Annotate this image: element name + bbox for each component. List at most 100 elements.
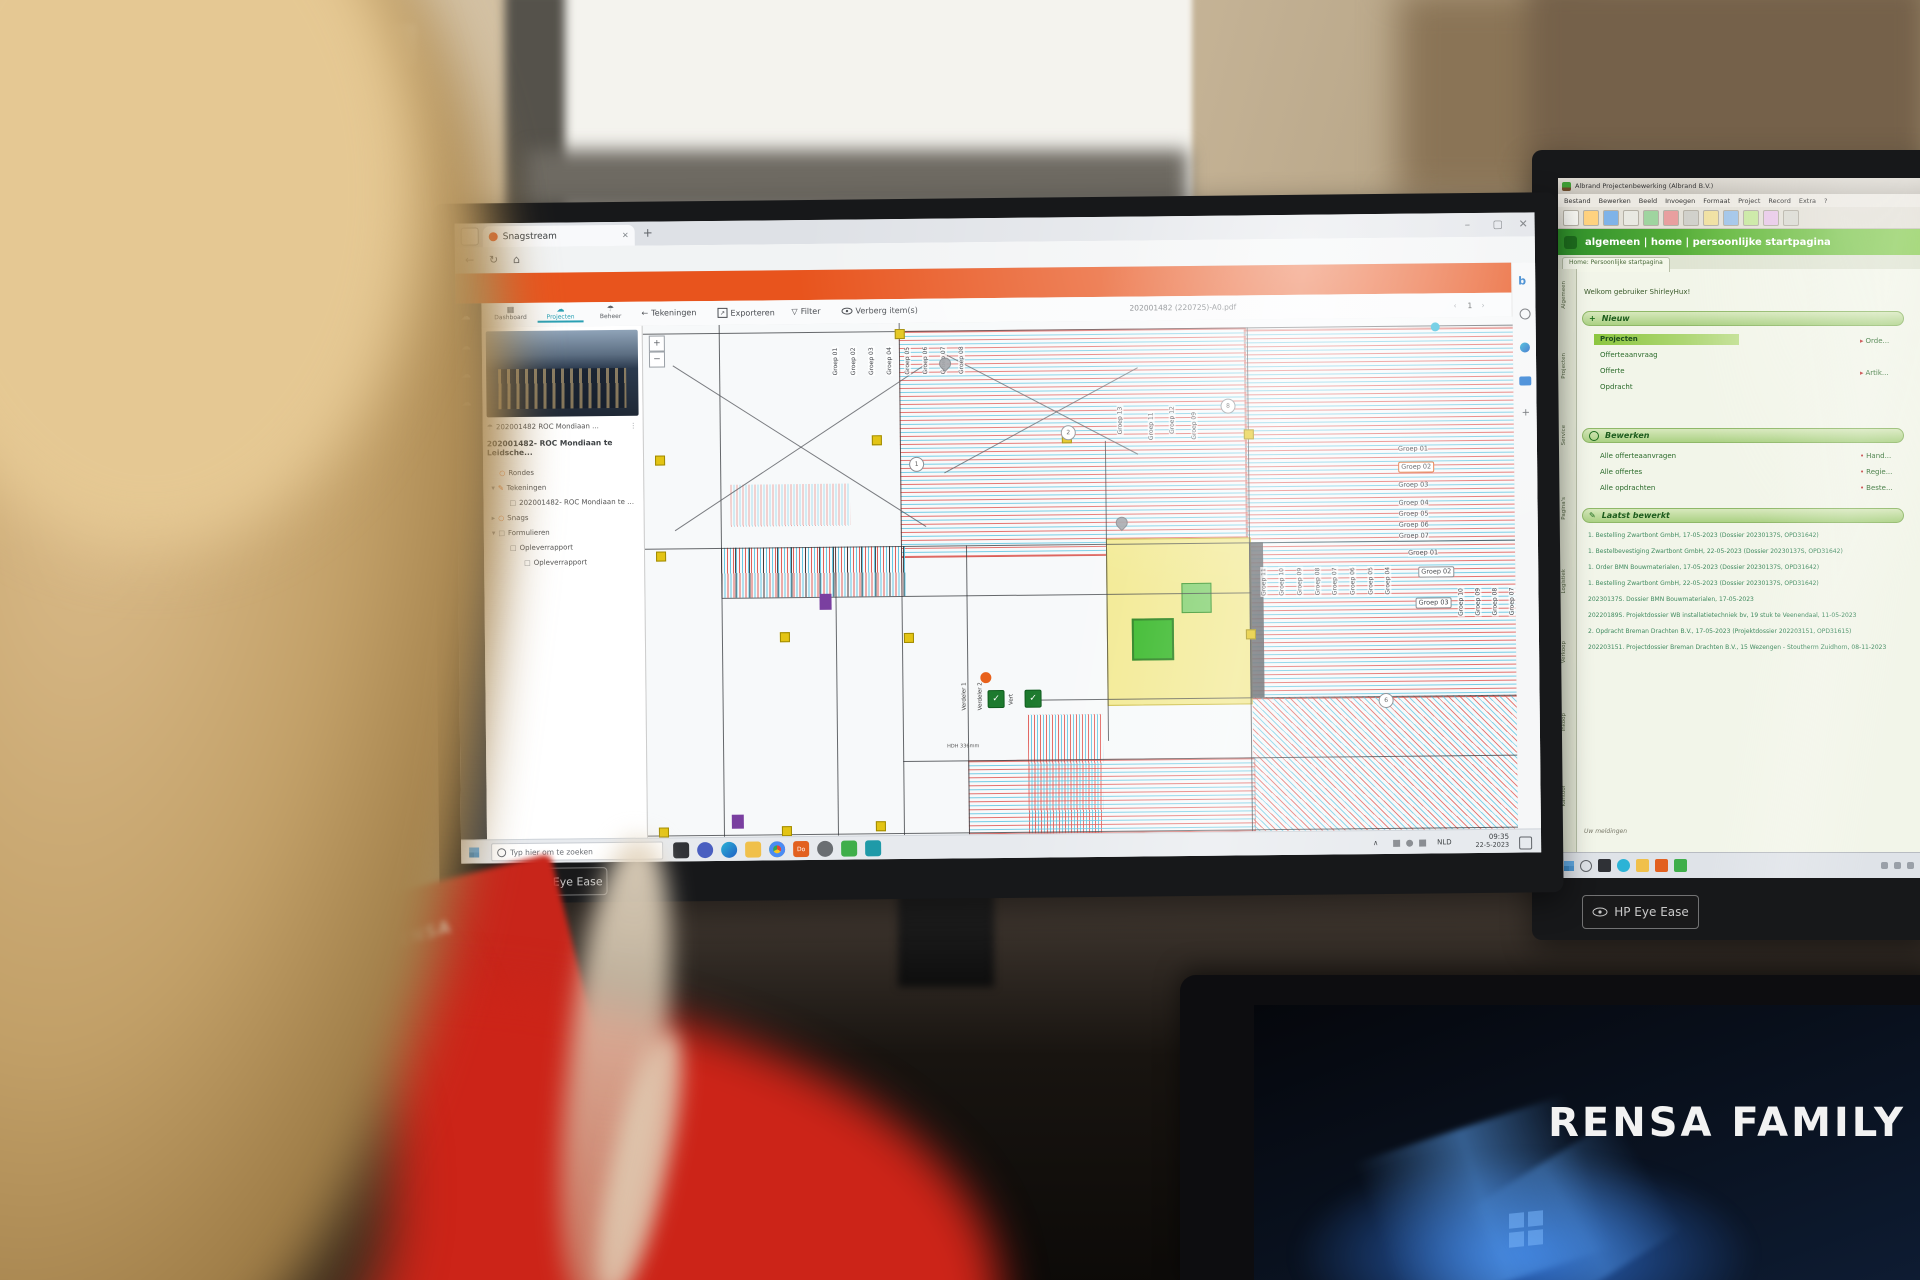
link-opdracht[interactable]: Opdracht	[1600, 383, 1633, 391]
toolbar-icon[interactable]	[1643, 209, 1659, 226]
group-label[interactable]: Groep 08	[957, 345, 966, 376]
zoom-in-button[interactable]: +	[648, 335, 665, 352]
tree-item-opleverrapport[interactable]: □ Opleverrapport	[524, 558, 588, 567]
erp-side-tab[interactable]: Verkoop	[1561, 641, 1567, 664]
approved-check-pin[interactable]: ✓	[987, 689, 1005, 709]
tray-icon[interactable]	[1406, 839, 1414, 847]
menu-item[interactable]: Project	[1738, 196, 1761, 205]
toolbar-icon[interactable]	[1783, 209, 1799, 226]
group-label[interactable]: Groep 11	[1147, 411, 1155, 442]
taskbar-app-icon[interactable]	[1617, 859, 1630, 872]
toolbar-icon[interactable]	[1563, 209, 1579, 226]
group-label[interactable]: Groep 01	[831, 346, 840, 377]
group-label[interactable]: Groep 12	[1168, 405, 1176, 435]
group-label[interactable]: Groep 13	[1116, 405, 1124, 436]
link-alle-offertes[interactable]: Alle offertes	[1600, 468, 1643, 476]
project-selector[interactable]: ☂ 202001482 ROC Mondiaan ... ⋮	[487, 422, 637, 432]
group-label[interactable]: Groep 05	[1398, 509, 1429, 518]
app-icon[interactable]	[865, 840, 882, 857]
toolbar-icon[interactable]	[1723, 209, 1739, 226]
taskview-icon[interactable]	[673, 842, 690, 859]
zoom-out-button[interactable]: −	[648, 351, 666, 368]
group-label[interactable]: Groep 04	[885, 346, 894, 376]
approved-check-pin[interactable]: ✓	[1024, 689, 1042, 708]
link-hand[interactable]: • Hand...	[1860, 452, 1892, 460]
erp-side-tab[interactable]: Service	[1561, 425, 1567, 446]
menu-item[interactable]: Bestand	[1564, 196, 1591, 205]
link-artikel[interactable]: ▸ Artik...	[1860, 369, 1889, 377]
menu-item[interactable]: Formaat	[1703, 196, 1731, 205]
toolbar-icon[interactable]	[1683, 209, 1699, 226]
prev-page-icon[interactable]: ‹	[1453, 301, 1457, 311]
toolbar-icon[interactable]	[1603, 209, 1619, 226]
group-label-selected[interactable]: Groep 02	[1398, 461, 1435, 473]
purple-marker[interactable]	[819, 593, 832, 610]
verberg-items-button[interactable]: Verberg item(s)	[841, 306, 918, 316]
nav-beheer[interactable]: ☂ Beheer	[587, 304, 633, 320]
tray-clock[interactable]: 09:35 22-5-2023	[1461, 833, 1509, 850]
numbered-marker[interactable]: 2	[1060, 425, 1076, 441]
filter-button[interactable]: ▽ Filter	[791, 306, 821, 317]
recent-item[interactable]: 2. Opdracht Breman Drachten B.V., 17-05-…	[1588, 628, 1852, 635]
toolbar-icon[interactable]	[1583, 209, 1599, 226]
group-label[interactable]: Groep 03	[1398, 480, 1429, 489]
group-label[interactable]: Groep 10	[1278, 566, 1286, 597]
purple-marker[interactable]	[731, 814, 744, 829]
search-icon[interactable]	[1519, 308, 1531, 320]
taskbar-app-icon[interactable]	[1636, 859, 1649, 872]
window-maximize-button[interactable]: ▢	[1492, 217, 1504, 231]
app-icon[interactable]	[841, 840, 858, 857]
recent-item[interactable]: 1. Bestelling Zwartbont GmbH, 17-05-2023…	[1588, 532, 1819, 539]
copilot-icon[interactable]	[1519, 342, 1530, 353]
exporteren-button[interactable]: ↗ Exporteren	[717, 307, 775, 318]
group-label[interactable]: Groep 02	[849, 346, 858, 377]
menu-item[interactable]: Record	[1768, 196, 1791, 205]
group-label[interactable]: Groep 04	[1384, 565, 1392, 596]
erp-side-tab[interactable]: Projecten	[1561, 353, 1567, 379]
taskbar-app-icon[interactable]	[1674, 859, 1687, 872]
toolbar-icon[interactable]	[1743, 209, 1759, 226]
link-beste[interactable]: • Beste...	[1860, 484, 1893, 492]
start-button[interactable]	[469, 847, 480, 858]
camera-icon[interactable]	[1519, 376, 1532, 386]
group-label[interactable]: Groep 05	[903, 345, 912, 376]
toolbar-icon[interactable]	[1623, 209, 1639, 226]
numbered-marker[interactable]: 1	[909, 456, 925, 472]
group-label[interactable]: Groep 10	[1457, 587, 1465, 617]
group-label[interactable]: Groep 02	[1418, 566, 1455, 578]
recent-item[interactable]: 20220189S. Projektdossier WB installatie…	[1588, 612, 1857, 619]
menu-item[interactable]: Invoegen	[1665, 196, 1696, 205]
next-page-icon[interactable]: ›	[1481, 300, 1485, 310]
toolbar-icon[interactable]	[1703, 209, 1719, 226]
group-label[interactable]: Groep 07	[1508, 586, 1516, 617]
cyan-dot-marker[interactable]	[1430, 322, 1440, 332]
toolbar-icon[interactable]	[1763, 209, 1779, 226]
chrome-icon[interactable]	[769, 841, 786, 858]
green-unit-marker[interactable]	[1181, 582, 1212, 614]
tab-close-icon[interactable]: ✕	[621, 230, 629, 240]
group-label[interactable]: Groep 05	[1367, 566, 1375, 596]
tree-item-drawing[interactable]: □ 202001482- ROC Mondiaan te Le...	[509, 497, 638, 508]
link-order[interactable]: ▸ Orde...	[1860, 337, 1890, 345]
group-label[interactable]: Groep 11	[1260, 567, 1268, 597]
menu-item[interactable]: ?	[1824, 196, 1828, 205]
group-label[interactable]: Groep 09	[1190, 410, 1198, 441]
group-label[interactable]: Groep 06	[1398, 520, 1429, 529]
menu-item[interactable]: Bewerken	[1598, 196, 1631, 205]
teams-icon[interactable]	[697, 841, 714, 859]
recent-item[interactable]: 1. Bestelbevestiging Zwartbont GmbH, 22-…	[1588, 548, 1843, 555]
link-offerteaanvraag[interactable]: Offerteaanvraag	[1600, 351, 1658, 359]
taskbar-app-icon[interactable]	[1655, 859, 1668, 872]
taskbar-app-icon[interactable]	[1598, 859, 1611, 872]
app-icon[interactable]	[817, 840, 834, 857]
recent-item[interactable]: 20230137S. Dossier BMN Bouwmaterialen, 1…	[1588, 596, 1754, 603]
link-alle-opdrachten[interactable]: Alle opdrachten	[1600, 484, 1656, 492]
group-label[interactable]: Groep 09	[1296, 566, 1304, 597]
link-projecten[interactable]: Projecten	[1600, 335, 1638, 343]
link-regie[interactable]: • Regie...	[1860, 468, 1893, 476]
notification-center-icon[interactable]	[1519, 836, 1533, 850]
group-label[interactable]: Groep 06	[921, 345, 930, 376]
tray-icon[interactable]	[1907, 862, 1914, 869]
tray-icon[interactable]	[1881, 862, 1888, 869]
group-label[interactable]: Groep 07	[1331, 566, 1339, 597]
